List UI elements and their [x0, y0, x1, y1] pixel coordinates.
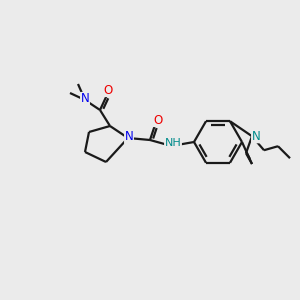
Text: N: N — [252, 130, 260, 143]
Text: NH: NH — [165, 138, 182, 148]
Text: N: N — [124, 130, 134, 143]
Text: O: O — [153, 113, 163, 127]
Text: O: O — [103, 83, 112, 97]
Text: N: N — [81, 92, 89, 106]
